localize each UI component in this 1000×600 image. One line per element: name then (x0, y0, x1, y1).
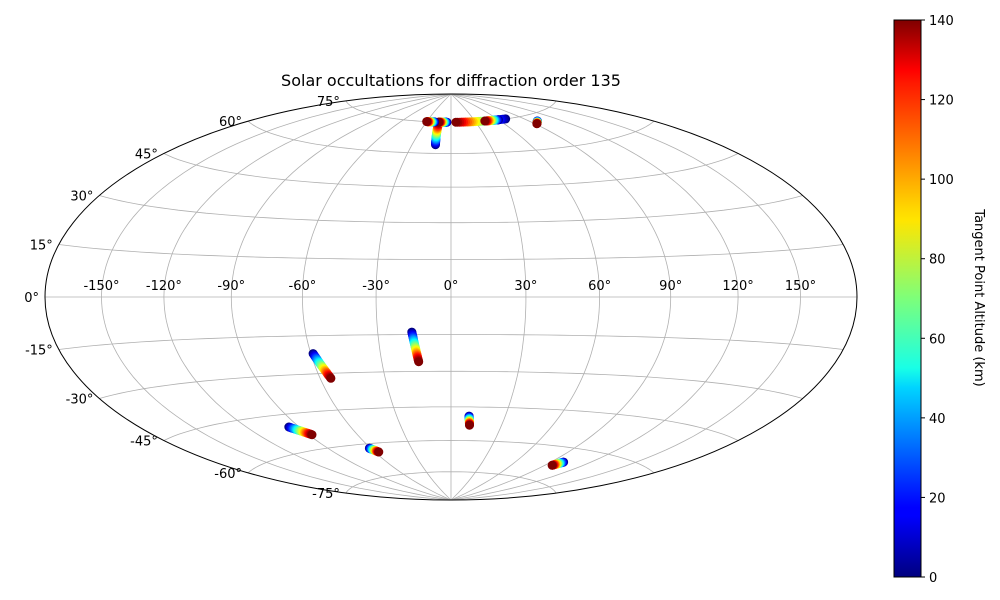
occultation-point (532, 119, 542, 129)
occultation-point (422, 117, 432, 127)
occultation-track (422, 117, 440, 127)
occultation-track (308, 349, 336, 383)
lon-tick-label: 60° (588, 279, 611, 294)
occultation-points (284, 114, 569, 470)
latitude-tick-labels: -75° -60° -45° -30° -15° 0° 15° 30° 45° 60° 75° (24, 95, 340, 502)
parallel-line (58, 244, 844, 260)
lon-tick-label: -30° (362, 279, 390, 294)
occultation-track (480, 115, 503, 126)
lon-tick-label: -120° (146, 279, 182, 294)
occultation-track (547, 457, 569, 470)
lat-tick-label: -30° (66, 393, 94, 408)
lon-tick-label: 120° (722, 279, 753, 294)
colorbar-tick-label: 0 (929, 571, 937, 586)
occultation-point (374, 447, 384, 457)
parallel-line (163, 153, 739, 188)
parallel-line (247, 440, 655, 474)
colorbar-tick-label: 120 (929, 94, 954, 109)
colorbar: 0 20 40 60 80 100 120 140 Tangent Point Altitud… (893, 14, 986, 586)
lon-tick-label: 0° (444, 279, 459, 294)
parallel-line (247, 120, 655, 154)
chart-title: Solar occultations for diffraction order… (281, 71, 621, 90)
occultation-point (451, 117, 461, 127)
lat-tick-label: 30° (70, 190, 93, 205)
lon-tick-label: -150° (83, 279, 119, 294)
lat-tick-label: 15° (30, 239, 53, 254)
colorbar-tick-label: 100 (929, 173, 954, 188)
lon-tick-label: -90° (217, 279, 245, 294)
lat-tick-label: -15° (25, 344, 53, 359)
colorbar-gradient (893, 19, 922, 578)
occultation-track (284, 422, 317, 440)
occultation-point (307, 430, 317, 440)
map-outline (44, 93, 858, 501)
lat-tick-label: -45° (130, 435, 158, 450)
lat-tick-label: -60° (214, 467, 242, 482)
occultation-track (464, 411, 474, 430)
occultation-track (532, 116, 542, 129)
occultation-track (407, 327, 424, 367)
parallel-line (99, 370, 803, 399)
lat-tick-label: 45° (135, 148, 158, 163)
lon-tick-label: 90° (659, 279, 682, 294)
colorbar-ticks: 0 20 40 60 80 100 120 140 (921, 14, 954, 586)
lat-tick-label: -75° (312, 487, 340, 502)
occultation-point (465, 420, 474, 430)
colorbar-tick-label: 20 (929, 491, 946, 506)
occultation-point (480, 116, 490, 126)
lat-tick-label: 75° (317, 95, 340, 110)
colorbar-label: Tangent Point Altitude (km) (971, 208, 986, 386)
parallel-line (99, 195, 803, 224)
lat-tick-label: 0° (24, 291, 39, 306)
lon-tick-label: -60° (289, 279, 317, 294)
lon-tick-label: 30° (514, 279, 537, 294)
occultation-point (326, 373, 336, 383)
lat-tick-label: 60° (219, 115, 242, 130)
parallel-line (163, 406, 739, 441)
colorbar-tick-label: 60 (929, 332, 946, 347)
colorbar-tick-label: 140 (929, 14, 954, 29)
occultation-track (364, 443, 384, 457)
parallel-line (58, 334, 844, 350)
map-grid (45, 94, 857, 500)
colorbar-tick-label: 80 (929, 253, 946, 268)
parallel-line (345, 471, 557, 494)
occultation-point (414, 357, 424, 367)
occultation-point (547, 460, 557, 470)
lon-tick-label: 150° (785, 279, 816, 294)
longitude-tick-labels: -150° -120° -90° -60° -30° 0° 30° 60° 90° 120° 150… (83, 279, 816, 294)
colorbar-tick-label: 40 (929, 412, 946, 427)
